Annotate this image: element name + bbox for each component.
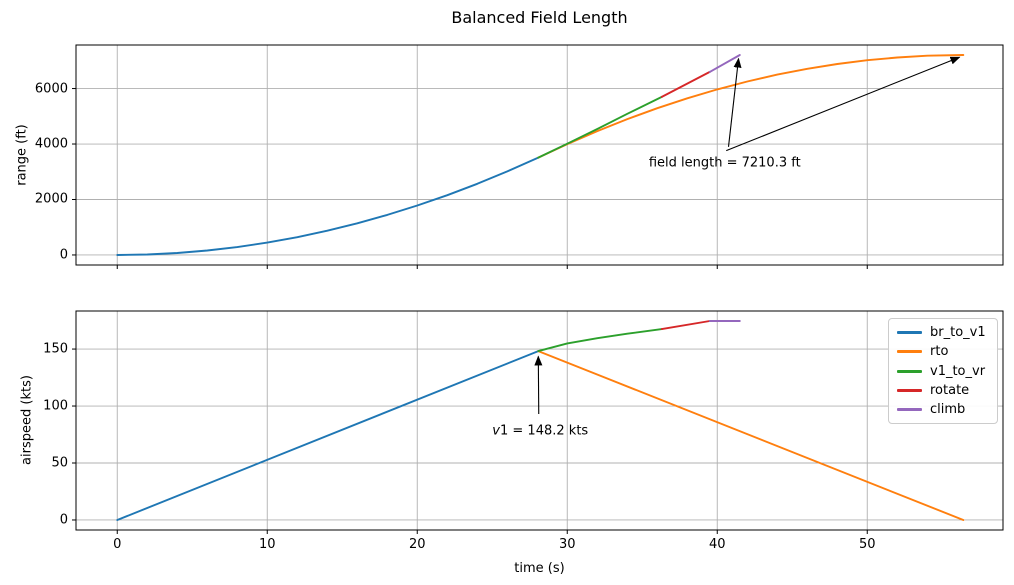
annotation-arrow-field-length [727,57,742,147]
x-axis-label-time: time (s) [514,561,565,576]
y-axis-label-range: range (ft) [14,124,30,186]
annotation-text: 1 = 148.2 kts [500,423,589,439]
y-tick-label: 0 [59,512,68,528]
axes-border [75,44,1004,266]
x-tick-label: 10 [258,537,276,552]
series-line-rotate [660,70,711,98]
legend-label: climb [930,401,966,417]
y-tick-label: 4000 [34,136,68,152]
series-line-br_to_v1 [116,350,540,521]
legend-item-br_to_v1: br_to_v1 [897,323,989,342]
y-axis-label-airspeed: airspeed (kts) [19,375,35,465]
y-tick-label: 100 [43,398,68,414]
annotation-v1: v1 = 148.2 kts [492,424,588,439]
axes-border [75,310,1004,531]
legend-item-climb: climb [897,400,989,419]
legend-item-v1_to_vr: v1_to_vr [897,361,989,380]
legend-label: rto [930,344,949,360]
y-tick-label: 150 [43,341,68,357]
legend-label: v1_to_vr [930,363,986,379]
series-line-br_to_v1 [116,156,540,256]
legend-item-rotate: rotate [897,381,989,400]
legend-label: rotate [930,382,970,398]
legend-line-sample [897,369,922,373]
series-line-rotate [660,320,711,331]
x-tick-label: 0 [113,537,122,552]
x-tick-label: 20 [408,537,426,552]
legend-line-sample [897,388,922,392]
annotation-arrow-field-length [726,56,961,152]
series-line-v1_to_vr [537,95,663,159]
legend-line-sample [897,350,922,354]
y-tick-label: 6000 [34,81,68,97]
series-line-rto [537,350,965,521]
x-tick-label: 40 [708,537,726,552]
y-tick-label: 2000 [34,191,68,207]
series-line-v1_to_vr [537,328,663,353]
legend-line-sample [897,331,922,335]
series-line-climb [708,54,741,73]
legend-line-sample [897,407,922,411]
annotation-field-length: field length = 7210.3 ft [649,155,801,170]
x-tick-label: 30 [558,537,576,552]
annotation-text: v [492,423,501,439]
chart-title: Balanced Field Length [451,8,628,27]
y-tick-label: 50 [51,455,68,471]
series-line-rto [537,54,965,159]
y-tick-label: 0 [59,247,68,263]
legend-item-rto: rto [897,342,989,361]
legend-label: br_to_v1 [930,325,986,341]
annotation-text: field length = 7210.3 ft [648,155,801,171]
x-tick-label: 50 [858,537,876,552]
